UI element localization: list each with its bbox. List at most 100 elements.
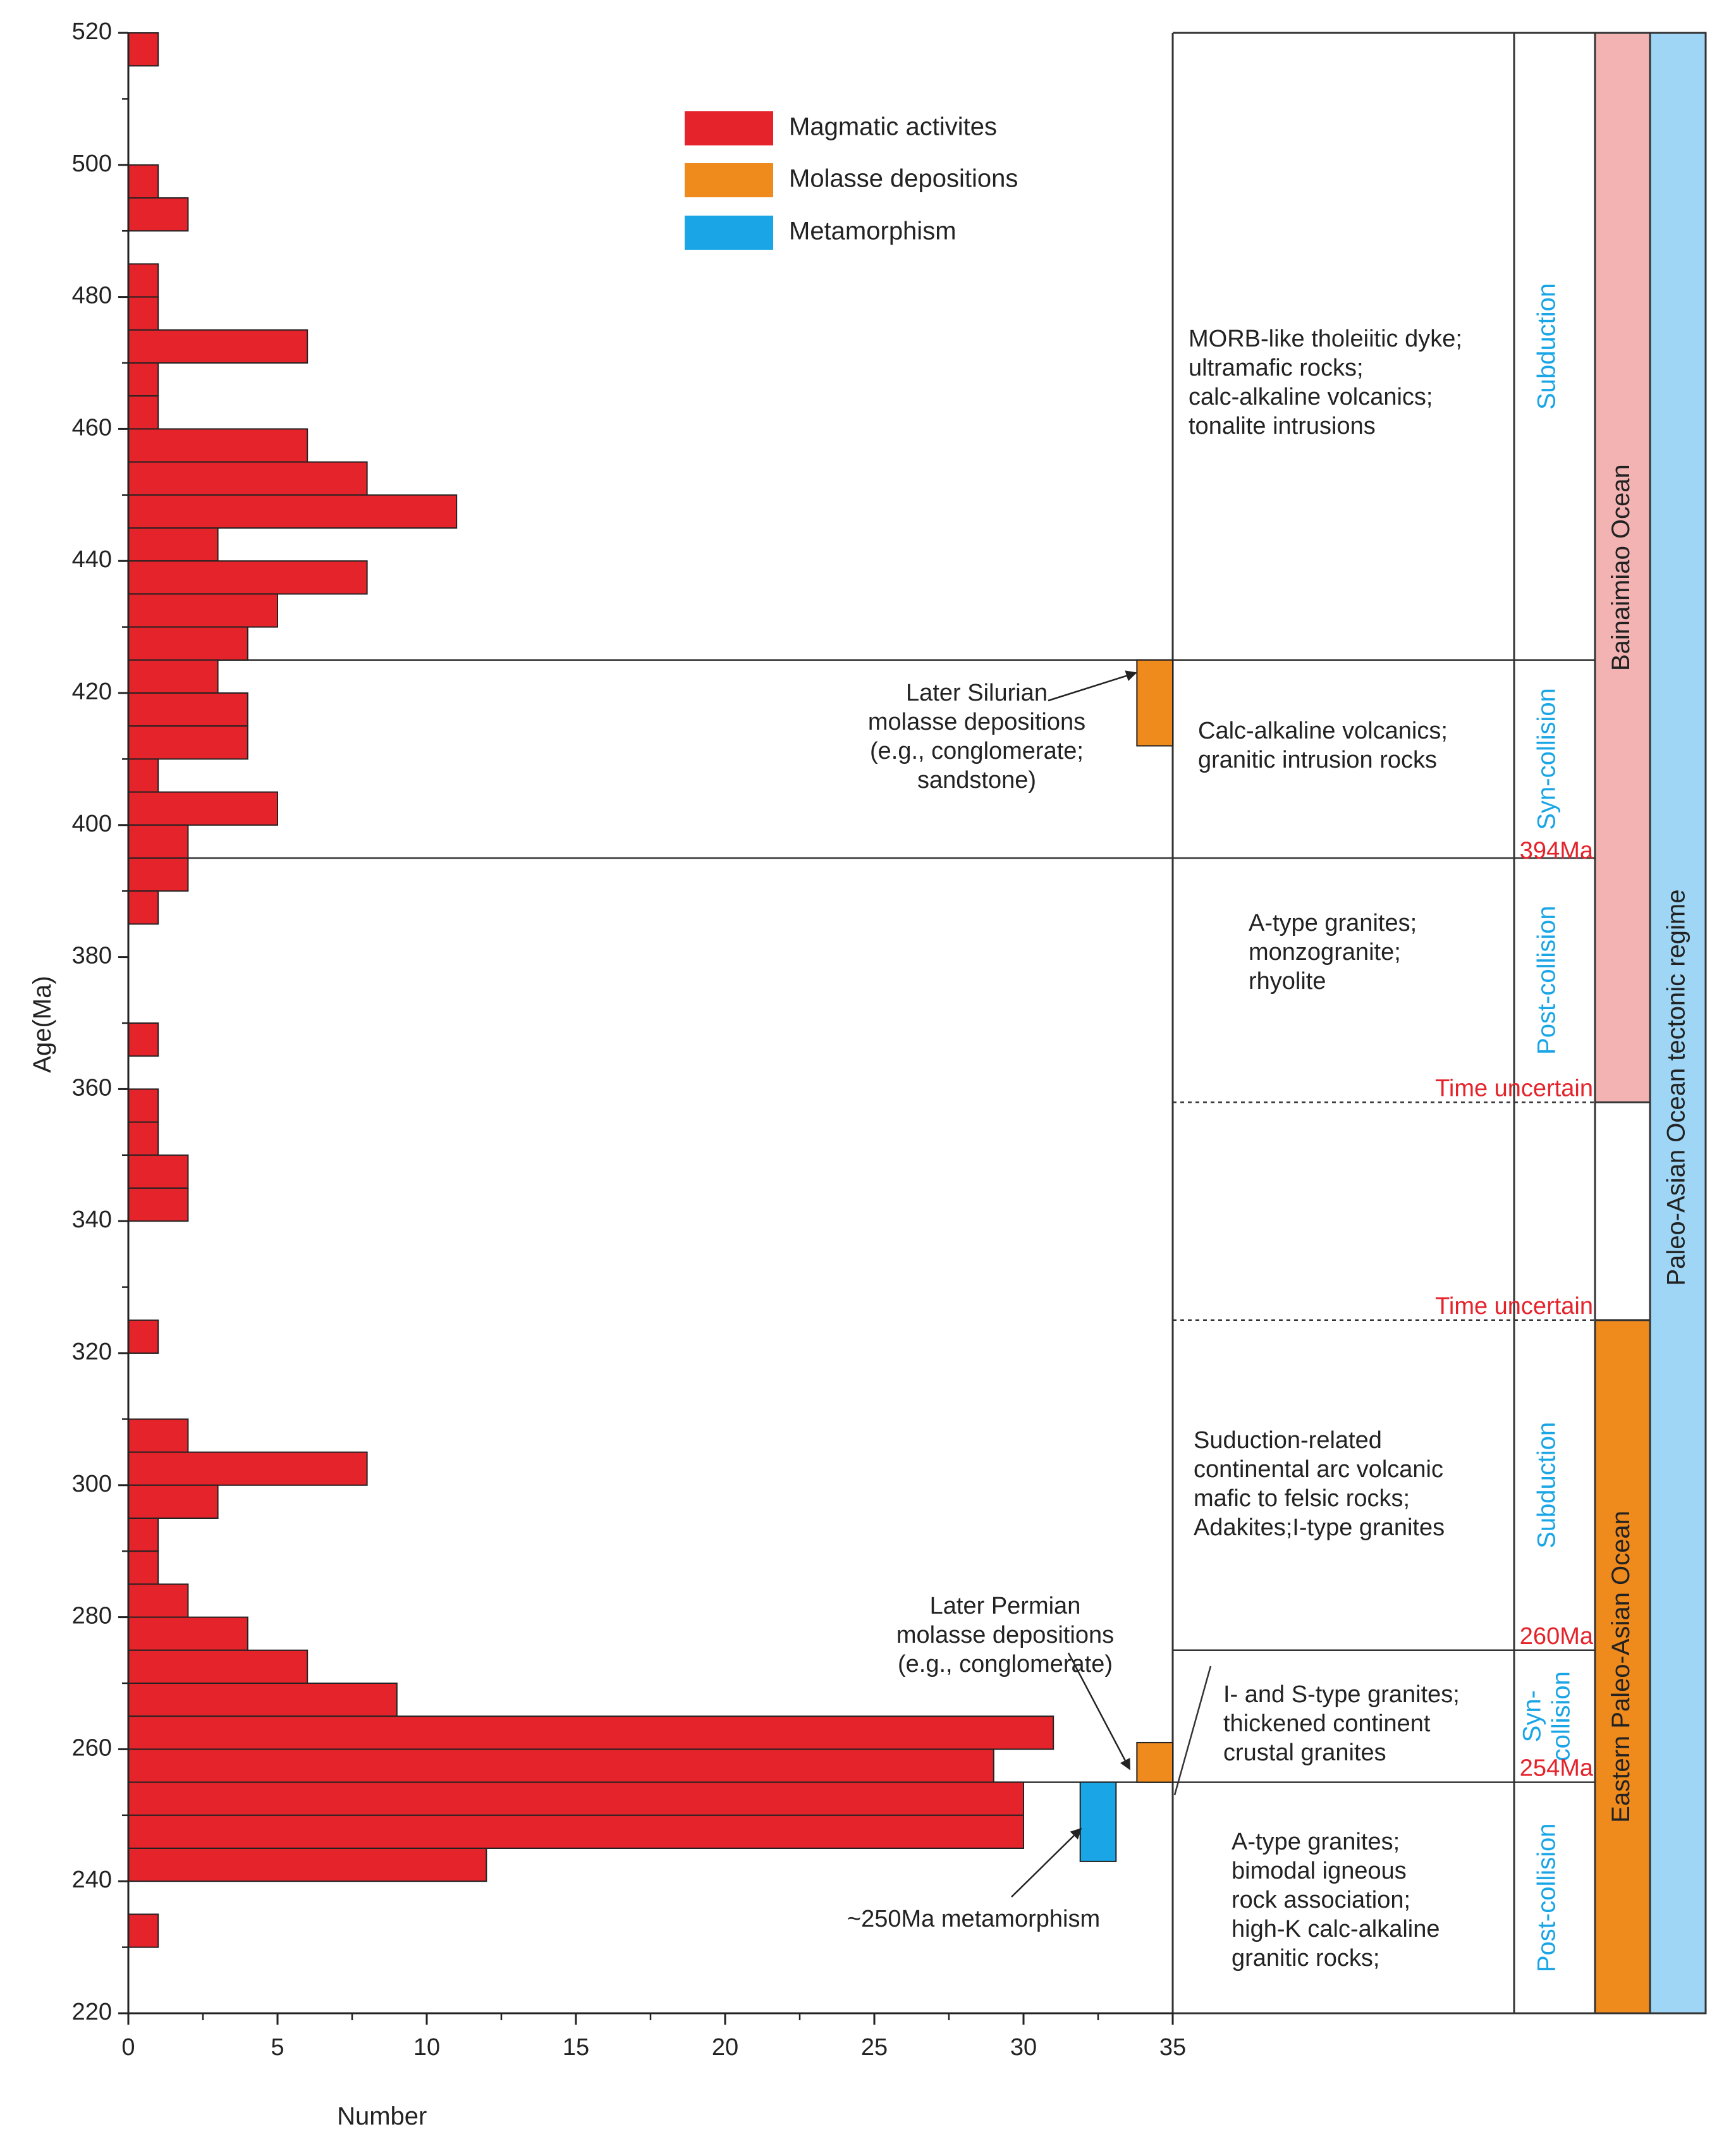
rock-description-line: granitic intrusion rocks [1198, 747, 1437, 773]
rock-description-line: Suduction-related [1194, 1427, 1382, 1454]
rock-description: MORB-like tholeiitic dyke; ultramafic roc… [1189, 326, 1462, 439]
annotation-text-line: sandstone) [917, 767, 1036, 794]
magmatic-bar [128, 1683, 398, 1717]
legend-swatch [685, 163, 773, 197]
magmatic-bar [128, 1088, 159, 1123]
annotation-text-line: ~250Ma metamorphism [847, 1906, 1100, 1932]
rock-description-line: A-type granites; [1232, 1829, 1400, 1855]
x-tick-label: 15 [563, 2034, 589, 2061]
annotation-text-line: Later Permian [930, 1593, 1081, 1619]
magmatic-bar [128, 692, 248, 727]
magmatic-bar [128, 1022, 159, 1057]
tectonic-phase-label: Post-collision [1533, 1823, 1561, 1972]
y-tick-label: 520 [72, 18, 112, 45]
rock-description-line: continental arc volcanic [1194, 1456, 1443, 1483]
rock-description: Calc-alkaline volcanics; granitic intrusi… [1198, 718, 1448, 773]
y-tick-label: 280 [72, 1603, 112, 1629]
y-tick-label: 240 [72, 1867, 112, 1893]
magmatic-bar [128, 461, 368, 496]
magmatic-bar [128, 527, 219, 562]
x-tick-label: 20 [712, 2034, 738, 2061]
magmatic-bar [128, 1121, 159, 1156]
tectonic-phase-label: collision [1548, 1671, 1575, 1761]
magmatic-bar [128, 725, 248, 760]
tectonic-phase-group: Syn-collision [1519, 1671, 1575, 1761]
annotation-text-line: Later Silurian [906, 680, 1048, 706]
ocean-bar [1594, 1319, 1651, 2015]
magmatic-bar [128, 329, 309, 364]
legend: Magmatic activites Molasse depositions Met… [685, 111, 1018, 250]
magmatic-bar [128, 1418, 189, 1453]
rock-description-line: bimodal igneous [1232, 1858, 1407, 1884]
tectonic-phase-label: Syn- [1519, 1690, 1546, 1742]
regime-label: Paleo-Asian Ocean tectonic regime [1663, 890, 1690, 1286]
columns-layer: Bainaimiao Ocean Eastern Paleo-Asian Ocea… [1173, 32, 1707, 2015]
magmatic-bar [128, 1848, 487, 1882]
y-tick-label: 460 [72, 414, 112, 441]
magmatic-bar [128, 824, 189, 859]
rock-description-line: crustal granites [1223, 1739, 1386, 1766]
rock-description: A-type granites; monzogranite; rhyolite [1249, 910, 1417, 995]
legend-label: Molasse depositions [789, 165, 1018, 193]
magmatic-bar [128, 890, 159, 925]
annotations-layer: Later Silurian molasse depositions (e.g., … [847, 670, 1137, 1932]
x-tick-label: 30 [1010, 2034, 1037, 2061]
y-tick-label: 340 [72, 1206, 112, 1233]
rock-description-line: mafic to felsic rocks; [1194, 1485, 1410, 1512]
metamorphism-bar [1079, 1781, 1117, 1862]
magmatic-bar [128, 1781, 1024, 1816]
legend-label: Metamorphism [789, 218, 957, 245]
regime-bar [1649, 32, 1707, 2015]
y-tick-label: 480 [72, 283, 112, 309]
tectonic-phase-label: Subduction [1533, 1422, 1561, 1549]
magmatic-bar [128, 164, 159, 199]
legend-swatch [685, 216, 773, 250]
phase-marker-label: Time uncertain [1435, 1293, 1593, 1320]
x-tick-label: 5 [271, 2034, 284, 2061]
magmatic-bar [128, 791, 278, 826]
ocean-label: Eastern Paleo-Asian Ocean [1607, 1511, 1635, 1823]
annotation-text-line: (e.g., conglomerate) [898, 1651, 1113, 1678]
x-tick-label: 0 [121, 2034, 135, 2061]
magmatic-bar [128, 1748, 994, 1783]
magmatic-bar [128, 1187, 189, 1222]
magmatic-bar [128, 758, 159, 793]
y-tick-label: 380 [72, 943, 112, 969]
magmatic-bar [128, 1583, 189, 1618]
magmatic-bar [128, 1550, 159, 1585]
rock-description: A-type granites; bimodal igneous rock asso… [1232, 1829, 1440, 1972]
rock-description-line: ultramafic rocks; [1189, 355, 1364, 381]
axes-layer: 2202402602803003203403603804004204404604… [28, 18, 1186, 2130]
rock-description-line: high-K calc-alkaline [1232, 1916, 1440, 1942]
rock-description-line: monzogranite; [1249, 939, 1401, 966]
bars-layer [128, 32, 1173, 1948]
magmatic-bar [128, 197, 189, 232]
magmatic-bar [128, 1319, 159, 1354]
magmatic-bar [128, 1616, 248, 1651]
magmatic-bar [128, 395, 159, 430]
y-tick-label: 400 [72, 811, 112, 837]
legend-swatch [685, 111, 773, 145]
rock-description-line: granitic rocks; [1232, 1945, 1379, 1972]
magmatic-bar [128, 1913, 159, 1948]
rock-description-line: Calc-alkaline volcanics; [1198, 718, 1448, 744]
rock-description-line: rhyolite [1249, 968, 1326, 995]
rock-description: I- and S-type granites; thickened contine… [1223, 1681, 1460, 1766]
phase-marker-label: 260Ma [1520, 1623, 1594, 1650]
rock-description-line: Adakites;I-type granites [1194, 1514, 1445, 1541]
legend-label: Magmatic activites [789, 113, 997, 141]
magmatic-bar [128, 428, 309, 463]
annotation-arrow [1067, 1652, 1131, 1770]
annotation-text: Later Silurian molasse depositions (e.g., … [868, 680, 1085, 794]
x-tick-label: 25 [861, 2034, 888, 2061]
magmatic-bar [128, 1154, 189, 1189]
magmatic-bar [128, 593, 278, 628]
magmatic-bar [128, 857, 189, 892]
molasse-bar [1136, 659, 1173, 747]
phase-marker-label: Time uncertain [1435, 1075, 1593, 1101]
rock-description-line: tonalite intrusions [1189, 413, 1376, 439]
phase-marker-label: 394Ma [1520, 837, 1594, 864]
rock-description-line: A-type granites; [1249, 910, 1417, 936]
annotation-text-line: (e.g., conglomerate; [870, 738, 1084, 764]
